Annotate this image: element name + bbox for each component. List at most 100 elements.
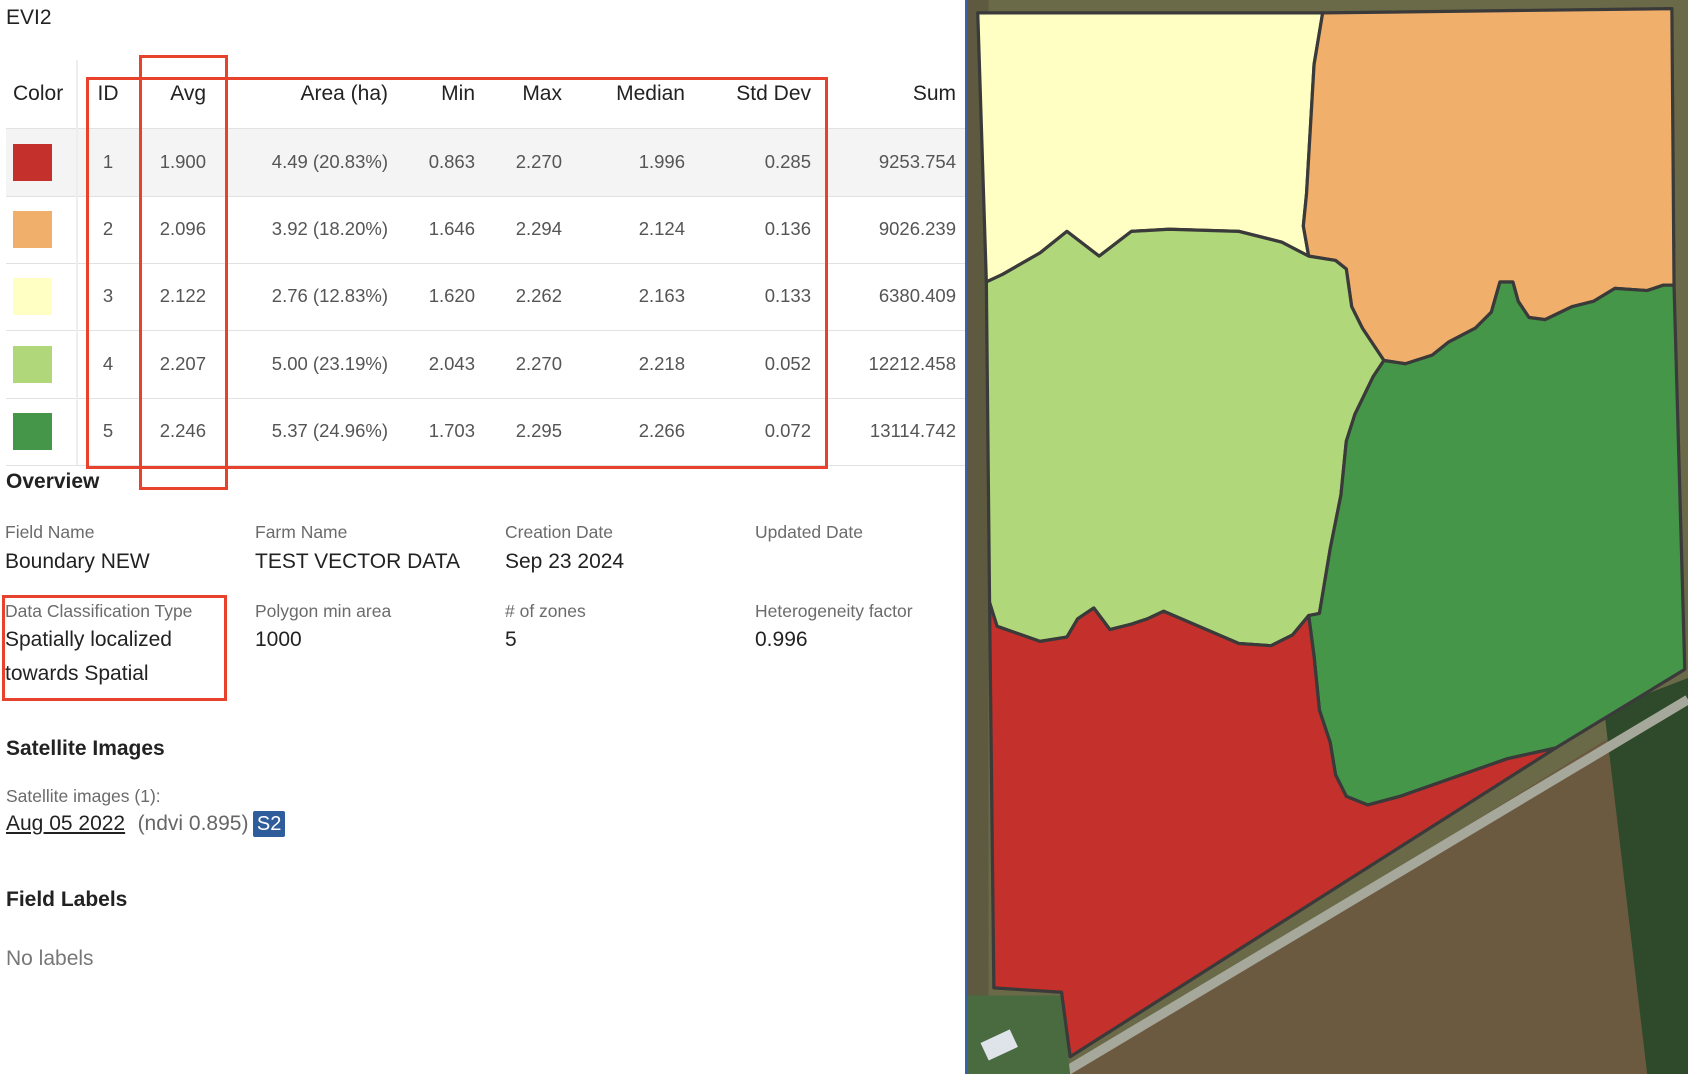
- cell-area: 3.92 (18.20%): [271, 218, 388, 240]
- cell-sum: 13114.742: [869, 419, 956, 441]
- cell-id: 2: [102, 218, 114, 240]
- cell-id: 3: [102, 285, 114, 307]
- cell-min: 0.863: [428, 151, 475, 172]
- table-row[interactable]: [6, 263, 965, 332]
- highlight-box-avg: [139, 55, 228, 490]
- cell-sum: 6380.409: [878, 285, 956, 307]
- cell-min: 1.703: [428, 419, 475, 441]
- of-zones-label: # of zones: [505, 601, 586, 621]
- cell-max: 2.270: [515, 352, 562, 374]
- cell-median: 2.163: [638, 285, 685, 307]
- table-row[interactable]: [6, 331, 965, 399]
- cell-median: 2.218: [638, 352, 685, 374]
- field-labels-title: Field Labels: [6, 888, 128, 911]
- polygon-min-area-label: Polygon min area: [255, 601, 392, 621]
- column-header-area[interactable]: Area (ha): [300, 82, 388, 105]
- tree-line: [1604, 677, 1688, 1074]
- cell-max: 2.270: [515, 151, 562, 172]
- map-canvas[interactable]: [967, 0, 1688, 1075]
- road: [1064, 695, 1688, 1075]
- column-header-min[interactable]: Min: [441, 82, 475, 105]
- zone-color-swatch: [13, 278, 52, 316]
- cell-min: 1.646: [428, 218, 475, 240]
- cell-avg: 2.246: [159, 419, 206, 441]
- zone-1-polygon[interactable]: [987, 601, 1558, 1059]
- updated-date-label: Updated Date: [755, 522, 863, 542]
- cell-max: 2.262: [515, 285, 562, 307]
- cell-std-dev: 0.285: [764, 151, 811, 172]
- table-row[interactable]: [6, 398, 965, 466]
- cell-min: 2.043: [428, 352, 475, 374]
- table-row[interactable]: [6, 196, 965, 265]
- farm-name-label: Farm Name: [255, 522, 348, 542]
- column-header-id[interactable]: ID: [97, 82, 119, 105]
- column-header-median[interactable]: Median: [616, 82, 685, 105]
- cell-avg: 2.122: [159, 285, 206, 307]
- column-header-std-dev[interactable]: Std Dev: [736, 82, 811, 105]
- column-header-sum[interactable]: Sum: [912, 82, 956, 105]
- cell-id: 4: [102, 352, 114, 374]
- creation-date-label: Creation Date: [505, 522, 613, 542]
- column-header-max[interactable]: Max: [522, 82, 562, 105]
- farm-name-value: TEST VECTOR DATA: [255, 550, 460, 573]
- cell-std-dev: 0.052: [764, 352, 811, 374]
- cell-sum: 9253.754: [878, 151, 956, 172]
- heterogeneity-factor-label: Heterogeneity factor: [755, 601, 913, 621]
- cell-std-dev: 0.136: [764, 218, 811, 240]
- field-edge: [967, 0, 989, 1074]
- satellite-image-entry: Aug 05 2022 (ndvi 0.895) S2: [6, 811, 286, 837]
- zone-map[interactable]: [965, 0, 1688, 1075]
- building: [980, 1029, 1018, 1061]
- column-divider: [76, 60, 78, 465]
- highlight-box-table: [86, 77, 828, 469]
- cell-avg: 2.096: [159, 218, 206, 240]
- ndvi-value: (ndvi 0.895): [137, 812, 249, 835]
- cell-sum: 12212.458: [868, 352, 956, 374]
- cell-avg: 1.900: [159, 151, 206, 172]
- zone-5-polygon[interactable]: [1307, 280, 1687, 807]
- column-header-avg[interactable]: Avg: [170, 82, 206, 105]
- header-divider: [6, 128, 965, 129]
- cell-max: 2.294: [515, 218, 562, 240]
- column-header-color[interactable]: Color: [13, 82, 64, 105]
- field-name-value: Boundary NEW: [5, 550, 150, 573]
- data-classification-type-label: Data Classification Type: [5, 601, 193, 621]
- table-row[interactable]: [6, 129, 965, 197]
- cell-avg: 2.207: [159, 352, 206, 374]
- zone-color-swatch: [13, 412, 52, 450]
- cell-id: 5: [102, 419, 114, 441]
- cell-area: 4.49 (20.83%): [271, 151, 388, 172]
- zone-color-swatch: [13, 144, 52, 181]
- zone-color-swatch: [13, 211, 52, 249]
- no-labels-text: No labels: [6, 947, 94, 970]
- satellite-images-count: Satellite images (1):: [6, 786, 161, 806]
- cell-median: 1.996: [638, 151, 685, 172]
- overview-title: Overview: [6, 470, 100, 493]
- of-zones-value: 5: [505, 628, 517, 651]
- data-classification-type-value-line2: towards Spatial: [5, 662, 149, 685]
- cell-min: 1.620: [428, 285, 475, 307]
- cell-max: 2.295: [515, 419, 562, 441]
- cell-area: 2.76 (12.83%): [271, 285, 388, 307]
- creation-date-value: Sep 23 2024: [505, 550, 625, 573]
- zone-stats-panel: EVI2 Color ID Avg Area (ha) Min Max Median Std …: [2, 6, 965, 970]
- satellite-image-date-link[interactable]: Aug 05 2022: [6, 812, 126, 835]
- polygon-min-area-value: 1000: [255, 628, 302, 651]
- cell-median: 2.124: [638, 218, 685, 240]
- cell-median: 2.266: [638, 419, 685, 441]
- panel-title: EVI2: [6, 6, 52, 29]
- highlight-box-classification: [2, 595, 227, 701]
- farmyard: [967, 995, 1071, 1074]
- cell-id: 1: [102, 151, 114, 172]
- cell-area: 5.37 (24.96%): [271, 419, 388, 441]
- satellite-images-title: Satellite Images: [6, 737, 165, 760]
- heterogeneity-factor-value: 0.996: [755, 628, 808, 651]
- cell-std-dev: 0.133: [764, 285, 811, 307]
- source-badge: S2: [252, 811, 286, 837]
- cell-std-dev: 0.072: [764, 419, 811, 441]
- cell-sum: 9026.239: [878, 218, 956, 240]
- data-classification-type-value: Spatially localized: [5, 628, 172, 651]
- cell-area: 5.00 (23.19%): [271, 352, 388, 374]
- field-name-label: Field Name: [5, 522, 95, 542]
- zone-color-swatch: [13, 345, 52, 383]
